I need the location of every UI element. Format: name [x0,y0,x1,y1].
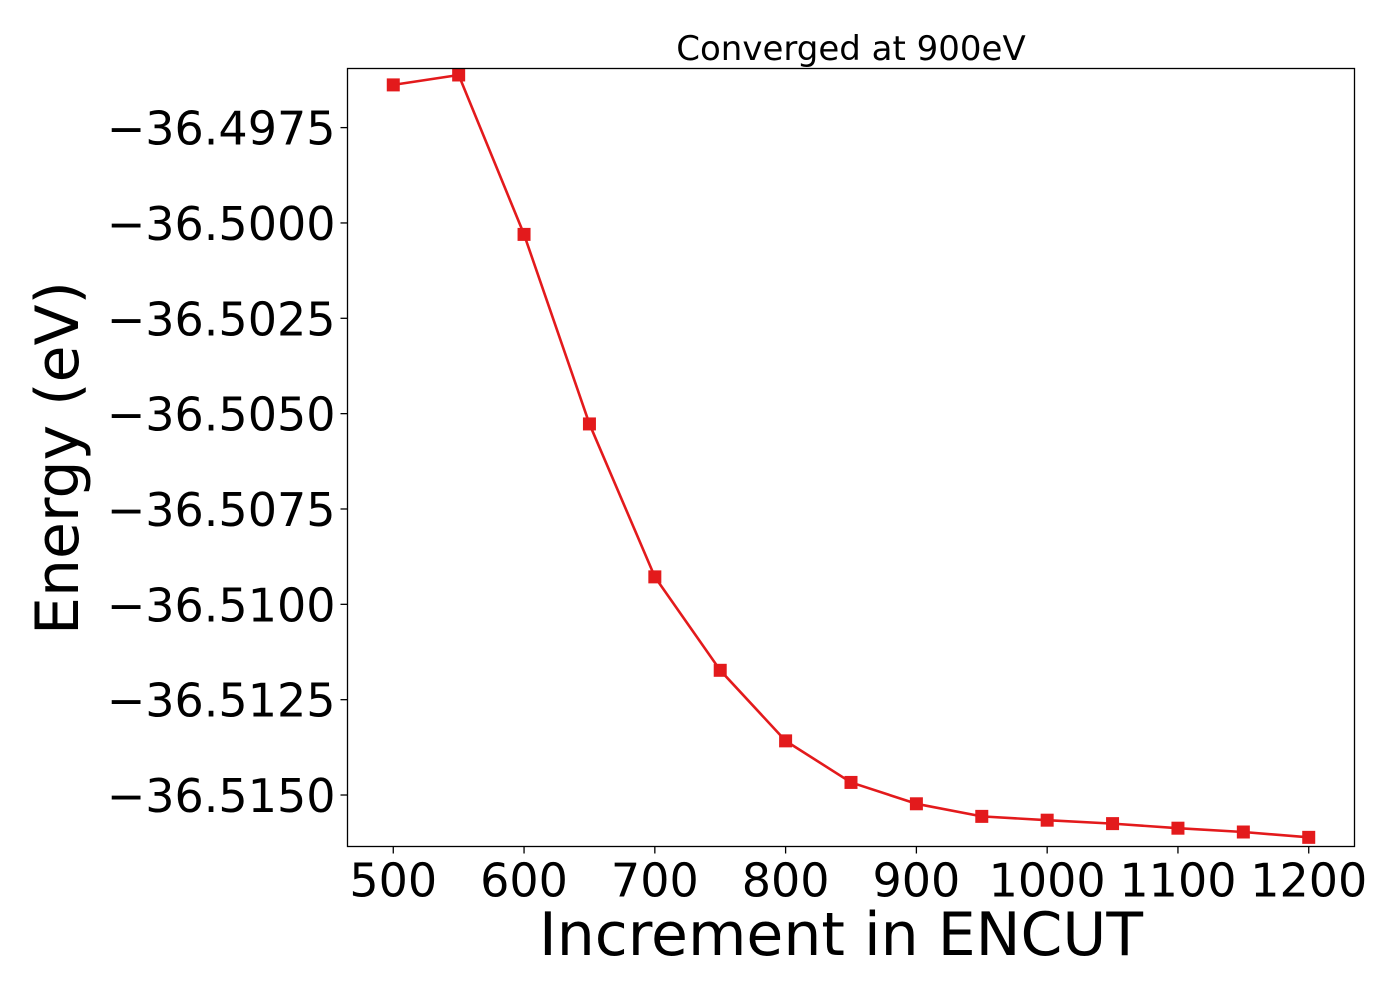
plot-area-frame [346,67,1356,848]
data-point-marker [582,417,596,431]
x-tick-label: 700 [611,854,699,908]
data-point-marker [1040,813,1054,827]
series-layer [386,68,1316,844]
y-axis-label: Energy (eV) [23,281,93,635]
data-point-marker [975,809,989,823]
data-point-marker [517,227,531,241]
x-tick-label: 900 [872,854,960,908]
data-point-marker [779,734,793,748]
x-tick-label: 500 [349,854,437,908]
y-tick-label: −36.5125 [107,674,336,728]
data-point-marker [452,68,466,82]
x-ticks: 500 600 700 800 900 1000 1100 1200 [349,846,1367,908]
x-tick-label: 1200 [1250,854,1367,908]
y-tick-label: −36.5050 [107,388,336,442]
chart-title: Converged at 900eV [676,29,1025,69]
data-point-marker [1106,817,1120,831]
data-point-marker [844,775,858,789]
y-tick-label: −36.4975 [107,102,336,156]
x-tick-label: 1100 [1119,854,1236,908]
data-point-marker [713,663,727,677]
y-tick-label: −36.5100 [107,578,336,632]
y-tick-label: −36.5000 [107,197,336,251]
data-point-marker [1236,825,1250,839]
data-point-marker [1302,830,1316,844]
data-point-marker [1171,821,1185,835]
data-point-marker [648,570,662,584]
x-tick-label: 600 [480,854,568,908]
data-point-marker [909,797,923,811]
y-tick-label: −36.5025 [107,292,336,346]
y-ticks: −36.4975 −36.5000 −36.5025 −36.5050 −36.5075… [107,102,348,823]
y-tick-label: −36.5150 [107,769,336,823]
x-axis-label: Increment in ENCUT [539,900,1143,970]
y-tick-label: −36.5075 [107,483,336,537]
x-tick-label: 1000 [989,854,1106,908]
x-tick-label: 800 [742,854,830,908]
data-point-marker [386,78,400,92]
